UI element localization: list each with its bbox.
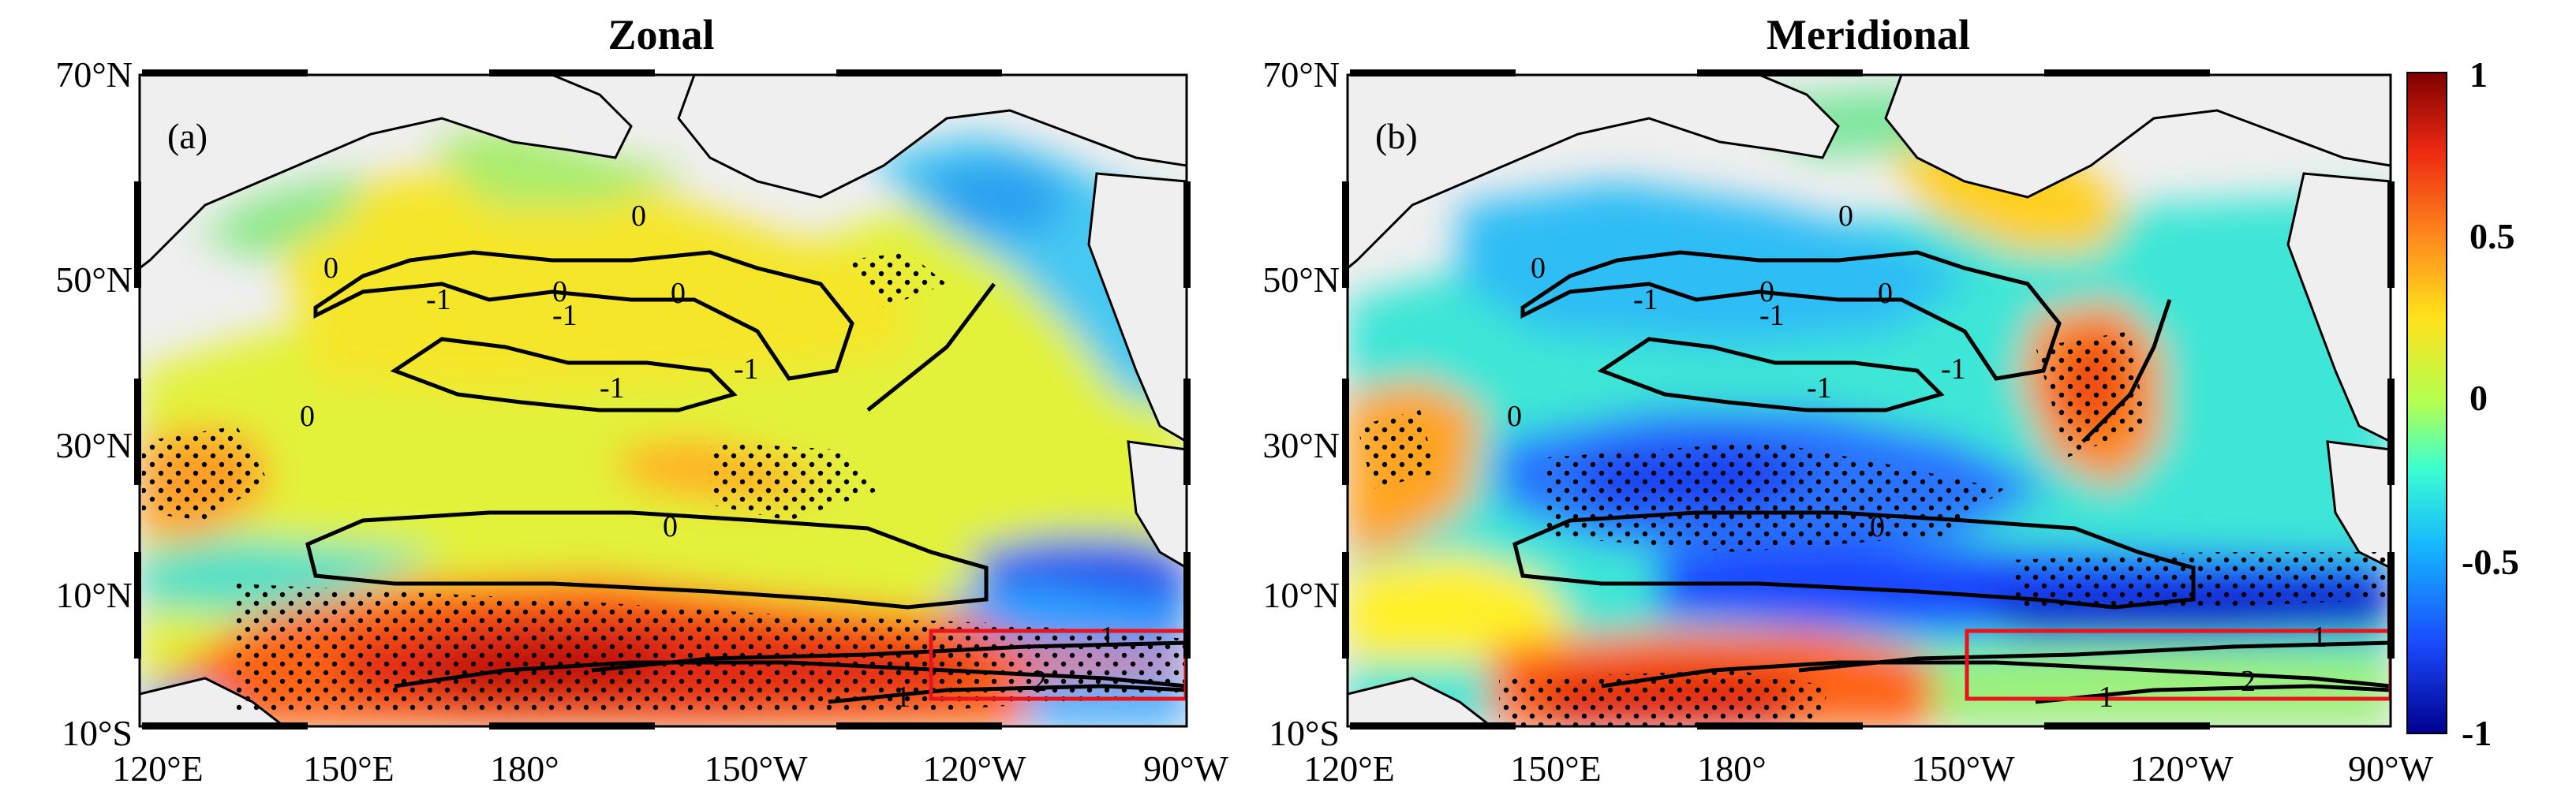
svg-text:-1: -1 bbox=[552, 299, 578, 332]
svg-text:-1: -1 bbox=[1941, 353, 1966, 386]
svg-text:1: 1 bbox=[2312, 621, 2327, 654]
lon-ticks-right: 120°E 150°E 180° 150°W 120°W 90°W bbox=[1303, 748, 2433, 789]
svg-text:0: 0 bbox=[1531, 252, 1546, 285]
lon-tick: 120°E bbox=[1303, 748, 1395, 789]
svg-text:-1: -1 bbox=[1633, 283, 1658, 316]
lat-tick: 10°S bbox=[62, 713, 133, 753]
panel-title: Zonal bbox=[608, 11, 714, 58]
colorbar-tick: -0.5 bbox=[2462, 542, 2519, 582]
contour-labels: -1 -1 -1 -1 0 0 0 0 0 0 1 1 2 bbox=[1507, 200, 2327, 714]
lon-tick: 180° bbox=[490, 748, 559, 789]
svg-text:0: 0 bbox=[323, 252, 338, 285]
lat-tick: 10°N bbox=[55, 575, 133, 615]
svg-text:0: 0 bbox=[1759, 275, 1774, 308]
colorbar-gradient bbox=[2406, 72, 2447, 734]
svg-text:0: 0 bbox=[1870, 510, 1885, 543]
lon-tick: 150°W bbox=[1912, 748, 2015, 789]
svg-text:0: 0 bbox=[671, 277, 686, 310]
panel-title: Meridional bbox=[1767, 11, 1970, 58]
panel-zonal: Zonal bbox=[134, 11, 1191, 730]
colorbar-tick: -1 bbox=[2462, 713, 2492, 753]
panel-label: (b) bbox=[1375, 116, 1418, 156]
lat-tick: 10°S bbox=[1269, 713, 1340, 753]
lon-ticks-left: 120°E 150°E 180° 150°W 120°W 90°W bbox=[112, 748, 1228, 789]
svg-text:0: 0 bbox=[1878, 277, 1893, 310]
contour-labels: -1 -1 -1 -1 0 0 0 0 0 0 1 1 2 bbox=[300, 200, 1115, 714]
svg-text:-1: -1 bbox=[734, 353, 759, 386]
svg-text:1: 1 bbox=[895, 681, 910, 714]
svg-text:0: 0 bbox=[300, 400, 315, 433]
lon-tick: 150°W bbox=[705, 748, 808, 789]
svg-text:-1: -1 bbox=[1759, 299, 1785, 332]
map-frame bbox=[134, 69, 1191, 730]
lat-ticks-left: 70°N 50°N 30°N 10°N 10°S bbox=[55, 54, 133, 753]
svg-text:1: 1 bbox=[2099, 681, 2114, 714]
lon-tick: 120°E bbox=[112, 748, 204, 789]
lon-tick: 180° bbox=[1697, 748, 1766, 789]
map-field bbox=[1348, 75, 2391, 726]
svg-text:0: 0 bbox=[631, 200, 646, 233]
lat-tick: 30°N bbox=[55, 425, 133, 465]
lat-ticks-right: 70°N 50°N 30°N 10°N 10°S bbox=[1262, 54, 1340, 753]
svg-text:-1: -1 bbox=[600, 371, 625, 405]
svg-text:-1: -1 bbox=[1807, 371, 1832, 405]
colorbar-tick: 0.5 bbox=[2469, 216, 2515, 256]
map-field bbox=[140, 75, 1187, 726]
lon-tick: 150°E bbox=[1510, 748, 1602, 789]
lat-tick: 70°N bbox=[55, 54, 133, 95]
svg-text:0: 0 bbox=[663, 510, 678, 543]
lat-tick: 70°N bbox=[1262, 54, 1340, 95]
lon-tick: 120°W bbox=[923, 748, 1026, 789]
lat-tick: 30°N bbox=[1262, 425, 1340, 465]
map-frame bbox=[1342, 69, 2395, 730]
panel-label: (a) bbox=[167, 116, 208, 156]
svg-text:0: 0 bbox=[552, 275, 567, 308]
lat-tick: 50°N bbox=[55, 259, 133, 300]
svg-text:1: 1 bbox=[1100, 621, 1115, 654]
svg-text:0: 0 bbox=[1838, 200, 1853, 233]
lon-tick: 90°W bbox=[1143, 748, 1228, 789]
lat-tick: 50°N bbox=[1262, 259, 1340, 300]
lon-tick: 90°W bbox=[2348, 748, 2433, 789]
lon-tick: 120°W bbox=[2130, 748, 2234, 789]
svg-text:2: 2 bbox=[2241, 665, 2256, 698]
colorbar-tick: 1 bbox=[2469, 54, 2488, 95]
colorbar-tick: 0 bbox=[2469, 378, 2488, 418]
lat-tick: 10°N bbox=[1262, 575, 1340, 615]
panel-meridional: Meridional bbox=[1342, 11, 2395, 730]
svg-text:2: 2 bbox=[1032, 665, 1047, 698]
lon-tick: 150°E bbox=[303, 748, 394, 789]
svg-text:-1: -1 bbox=[426, 283, 451, 316]
colorbar: 1 0.5 0 -0.5 -1 bbox=[2406, 54, 2519, 753]
svg-text:0: 0 bbox=[1507, 400, 1522, 433]
